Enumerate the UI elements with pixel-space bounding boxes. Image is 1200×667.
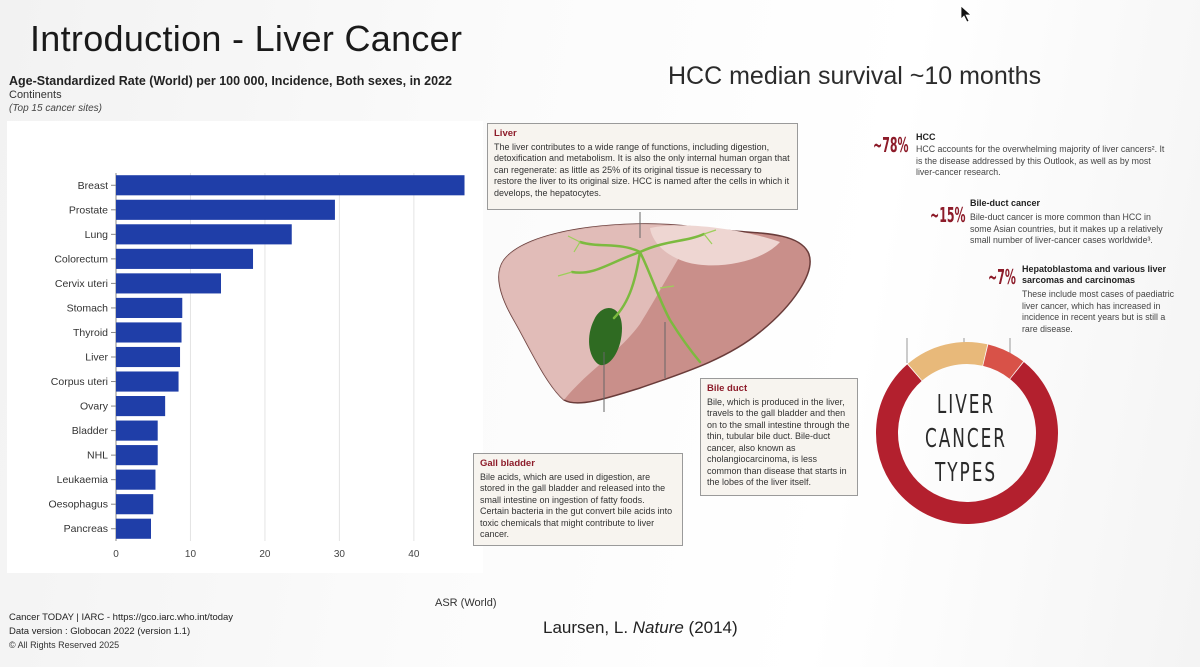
slide-title: Introduction - Liver Cancer (30, 18, 463, 59)
liver-illustration (498, 212, 811, 412)
citation-journal: Nature (632, 618, 684, 637)
bar-liver (116, 346, 181, 368)
category-label: Lung (85, 229, 109, 241)
liver-callout-text: The liver contributes to a wide range of… (494, 141, 790, 198)
donut-word-types: TYPES (935, 458, 997, 488)
survival-subtitle: HCC median survival ~10 months (668, 62, 1042, 90)
category-label: Leukaemia (57, 474, 109, 486)
rights-note: © All Rights Reserved 2025 (9, 640, 120, 650)
bar-leukaemia (116, 469, 156, 490)
hepatoblastoma-description: These include most cases of paediatric l… (1022, 289, 1175, 334)
category-label: Cervix uteri (55, 278, 108, 290)
gall-bladder-callout: Gall bladder Bile acids, which are used … (473, 453, 683, 546)
chart-title: Age-Standardized Rate (World) per 100 00… (9, 74, 452, 88)
bar-ovary (116, 396, 166, 417)
donut-segment-bile (907, 342, 988, 381)
mouse-cursor-icon (960, 5, 973, 23)
hcc-description: HCC accounts for the overwhelming majori… (916, 144, 1165, 177)
category-label: Corpus uteri (51, 376, 108, 388)
chart-panel: 0 10 20 30 40 Breast Prostate Lung Colorectum Cer… (7, 121, 483, 573)
chart-subtitle: Continents (9, 89, 62, 101)
liver-left-lobe (499, 223, 700, 400)
bile-duct-tree (570, 232, 706, 364)
category-label: NHL (87, 450, 108, 462)
bar-lung (116, 224, 292, 245)
bar-breast (116, 175, 465, 196)
hepatoblastoma-percentage: ~7% (988, 265, 1016, 289)
citation-author: Laursen, L. (543, 618, 633, 637)
hcc-heading: HCC (916, 132, 936, 142)
donut-segment-hep (982, 344, 1024, 379)
category-label: Liver (85, 352, 108, 364)
citation: Laursen, L. Nature (2014) (543, 618, 738, 638)
donut-word-cancer: CANCER (925, 424, 1007, 454)
bar-stomach (116, 297, 183, 318)
category-label: Bladder (72, 425, 109, 437)
category-label: Colorectum (54, 253, 108, 265)
bar-cervix-uteri (116, 273, 221, 294)
bar-corpus-uteri (116, 371, 179, 392)
x-axis-label: ASR (World) (435, 597, 497, 609)
liver-callout: Liver The liver contributes to a wide ra… (487, 123, 798, 210)
category-label: Oesophagus (48, 499, 108, 511)
hcc-percentage: ~78% (873, 133, 909, 157)
data-version-note: Data version : Globocan 2022 (version 1.… (9, 626, 191, 637)
citation-year: (2014) (683, 618, 738, 637)
donut-segment-hcc (876, 361, 1058, 524)
bile-duct-description: Bile-duct cancer is more common than HCC… (970, 212, 1163, 245)
bile-duct-percentage: ~15% (930, 203, 966, 227)
bile-duct-heading: Bile-duct cancer (970, 198, 1041, 208)
x-tick-label: 0 (113, 549, 119, 560)
bile-duct-callout-text: Bile, which is produced in the liver, tr… (707, 396, 850, 488)
x-tick-label: 10 (185, 549, 197, 560)
category-label: Breast (78, 180, 108, 192)
x-tick-label: 40 (408, 549, 420, 560)
bile-duct-callout: Bile duct Bile, which is produced in the… (700, 378, 858, 496)
hepatoblastoma-heading: Hepatoblastoma and various liver sarcoma… (1022, 264, 1167, 285)
liver-callout-heading: Liver (494, 128, 517, 139)
bar-bladder (116, 420, 158, 441)
bar-colorectum (116, 248, 254, 269)
bar-prostate (116, 199, 335, 220)
bar-thyroid (116, 322, 182, 343)
gall-bladder-shape (589, 308, 622, 366)
bar-oesophagus (116, 494, 154, 515)
category-label: Pancreas (64, 523, 108, 535)
gall-bladder-callout-text: Bile acids, which are used in digestion,… (480, 471, 673, 540)
donut-word-liver: LIVER (936, 390, 996, 420)
liver-top-lobe (650, 225, 780, 266)
bar-chart: 0 10 20 30 40 Breast Prostate Lung Colorectum Cer… (48, 173, 465, 560)
x-tick-label: 30 (334, 549, 346, 560)
chart-subtitle-2: (Top 15 cancer sites) (9, 103, 103, 114)
bile-duct-callout-heading: Bile duct (707, 383, 748, 394)
source-note: Cancer TODAY | IARC - https://gco.iarc.w… (9, 612, 234, 623)
category-label: Ovary (80, 401, 109, 413)
category-label: Prostate (69, 204, 108, 216)
bile-duct-branches (557, 229, 717, 289)
bar-nhl (116, 445, 158, 466)
category-label: Thyroid (73, 327, 108, 339)
x-tick-label: 20 (259, 549, 271, 560)
category-label: Stomach (67, 302, 109, 314)
gall-bladder-callout-heading: Gall bladder (480, 458, 535, 469)
liver-cancer-types-donut (876, 338, 1058, 524)
bar-pancreas (116, 518, 151, 539)
